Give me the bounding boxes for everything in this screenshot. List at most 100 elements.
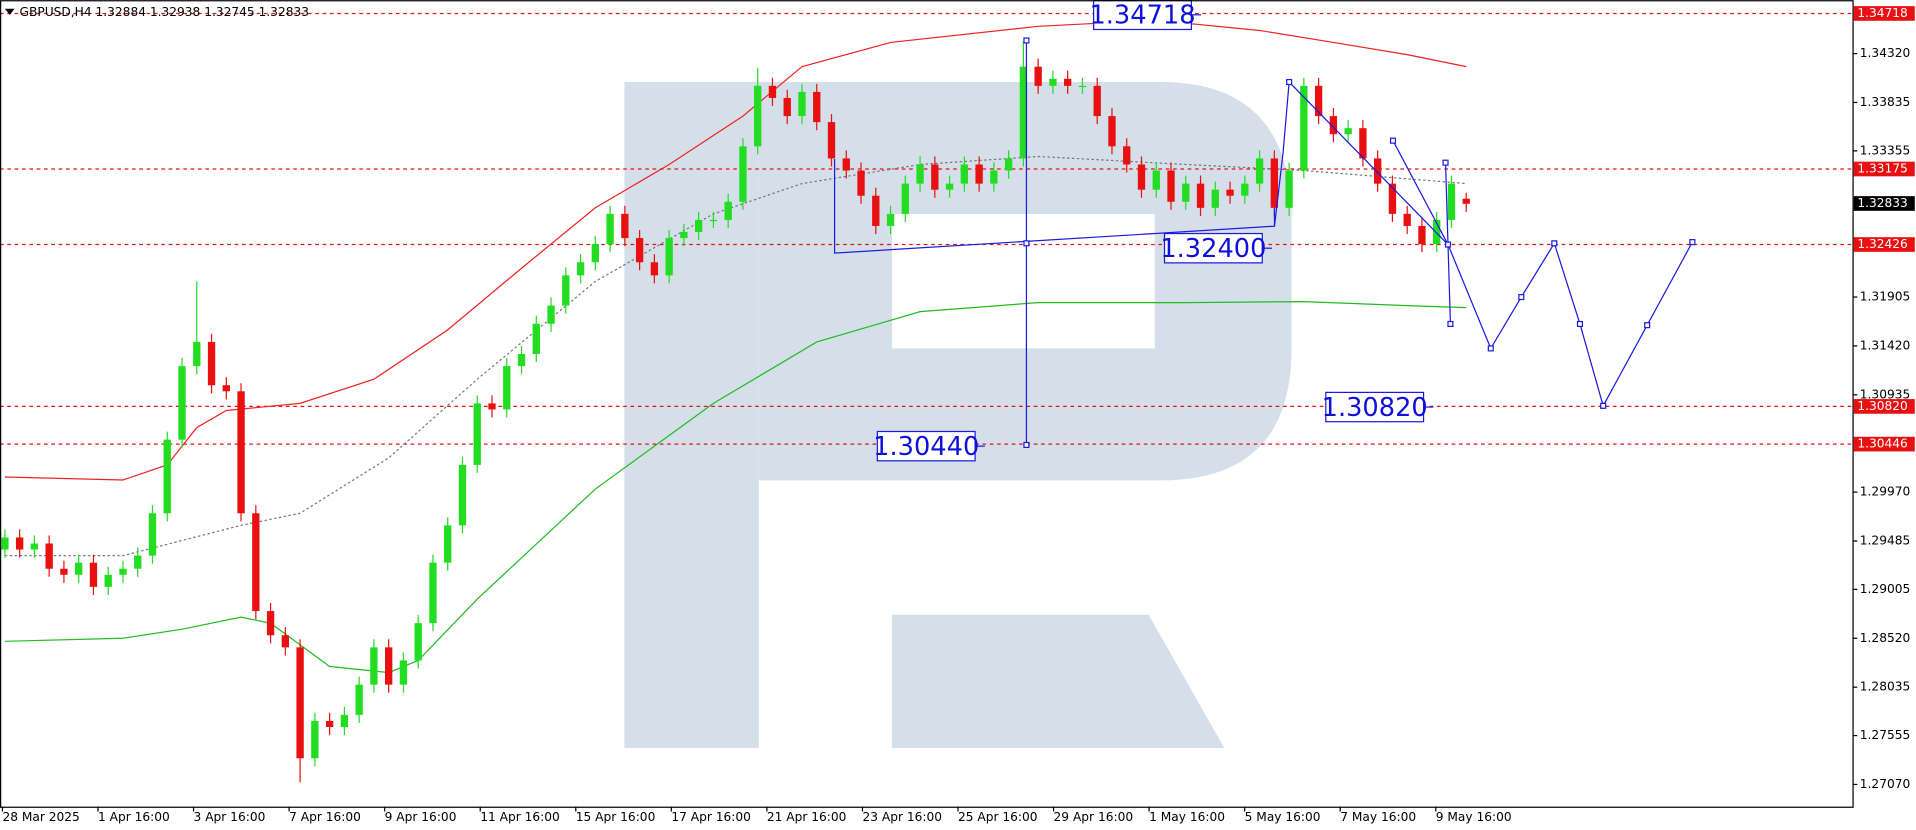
x-tick-label: 9 May 16:00 — [1436, 810, 1512, 824]
candle-body — [827, 122, 836, 159]
plot-frame — [0, 0, 1854, 808]
plot — [0, 12, 1853, 783]
candle-body — [488, 403, 496, 410]
node — [1444, 241, 1452, 248]
y-tick-label: 1.27070 — [1860, 777, 1910, 791]
x-tick-label: 5 May 16:00 — [1245, 810, 1321, 824]
node — [1023, 37, 1030, 44]
candle-body — [872, 195, 880, 226]
candle-body — [473, 403, 481, 465]
candle-body — [1226, 189, 1234, 196]
candle-body — [266, 611, 275, 636]
annotation-box — [1093, 0, 1193, 31]
candle-body — [694, 219, 703, 233]
candle-body — [680, 232, 688, 239]
candle-body — [783, 97, 791, 117]
candle-body — [296, 647, 304, 759]
node — [1644, 322, 1651, 329]
candle-body — [1064, 78, 1072, 86]
candle-body — [1433, 219, 1441, 245]
node — [1447, 320, 1454, 328]
candle-body — [1019, 66, 1028, 159]
level-label: 1.30446 — [1857, 437, 1907, 451]
candle-body — [15, 537, 24, 550]
chart-title: GBPUSD,H4 1.32884 1.32938 1.32745 1.3283… — [20, 5, 309, 19]
candle-body — [119, 568, 127, 575]
candle-body — [75, 562, 83, 575]
x-tick-label: 28 Mar 2025 — [2, 810, 79, 824]
candle-body — [1462, 198, 1470, 204]
candle-body — [1167, 170, 1175, 202]
y-tick-label: 1.29970 — [1860, 485, 1910, 499]
annotation-box — [1325, 391, 1425, 423]
candle-body — [1447, 183, 1456, 220]
candle-body — [813, 91, 821, 123]
candle-body — [650, 262, 659, 276]
candle-body — [517, 353, 526, 367]
trend-line — [833, 159, 1276, 254]
candle-body — [562, 275, 570, 306]
moving-average — [4, 155, 1467, 557]
node — [1551, 240, 1558, 247]
x-tick-label: 9 Apr 16:00 — [385, 810, 457, 824]
candle-body — [1314, 85, 1323, 117]
candle-body — [458, 464, 467, 526]
analysis-drawings — [833, 37, 1696, 448]
node — [1518, 294, 1525, 301]
candle-body — [237, 391, 245, 514]
candle-body — [1270, 158, 1279, 208]
candle-body — [798, 91, 806, 117]
candle-body — [724, 201, 732, 220]
candle-body — [370, 647, 378, 685]
candle-body — [355, 684, 363, 715]
candle-body — [1137, 164, 1146, 190]
candle-body — [665, 238, 673, 276]
annotations: 1.34718 1.32400 1.30820 1.30440 — [873, 0, 1434, 462]
annotation-box — [1163, 232, 1263, 264]
candle-body — [1196, 183, 1205, 208]
candle-body — [1359, 128, 1367, 159]
node — [1286, 78, 1293, 86]
candle-body — [1152, 170, 1160, 190]
y-tick-label: 1.31905 — [1860, 290, 1910, 304]
x-tick-label: 15 Apr 16:00 — [576, 810, 656, 824]
candle-body — [1285, 170, 1293, 208]
candle-body — [1004, 158, 1013, 171]
candle-body — [532, 323, 540, 354]
candle-body — [916, 164, 924, 184]
logo-leg — [892, 614, 1225, 748]
candle-body — [842, 158, 850, 171]
candle-body — [503, 366, 511, 410]
x-tick-label: 17 Apr 16:00 — [671, 810, 751, 824]
candle-body — [1241, 183, 1249, 196]
candle-body — [1049, 78, 1057, 86]
candle-body — [178, 366, 186, 440]
wave-leg — [1444, 162, 1449, 245]
candle-body — [281, 635, 290, 648]
candle-body — [414, 623, 422, 661]
candle-body — [399, 660, 408, 685]
candle-body — [60, 568, 68, 575]
candle-body — [104, 574, 112, 587]
candle-body — [1182, 183, 1190, 202]
level-label-bg — [1853, 237, 1915, 252]
candle-body — [193, 341, 201, 367]
candle-body — [635, 238, 644, 263]
level-label-bg — [1853, 436, 1915, 452]
level-label: 1.30820 — [1857, 399, 1907, 413]
y-tick-label: 1.34320 — [1860, 46, 1910, 60]
y-tick-label: 1.28035 — [1860, 680, 1910, 694]
logo-stem — [624, 82, 759, 748]
candle-body — [1093, 85, 1101, 117]
candle-body — [931, 164, 939, 190]
x-tick-label: 7 May 16:00 — [1340, 810, 1416, 824]
candle-body — [1078, 85, 1087, 88]
y-tick-label: 1.33355 — [1860, 143, 1910, 157]
candle-body — [606, 213, 614, 245]
node — [1389, 137, 1397, 144]
candle-body — [768, 85, 777, 98]
candle-body — [621, 213, 629, 239]
node — [1023, 240, 1030, 247]
candle-body — [385, 647, 393, 685]
